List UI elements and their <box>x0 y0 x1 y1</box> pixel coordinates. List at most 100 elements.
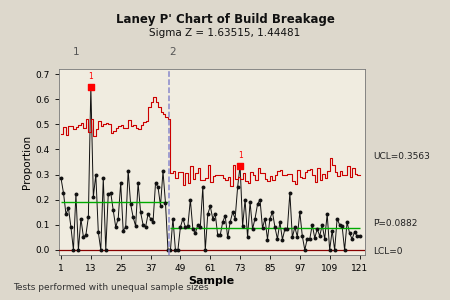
Point <box>182 225 189 230</box>
Point <box>115 216 122 221</box>
Point <box>159 169 166 174</box>
Point <box>309 222 316 227</box>
Point <box>197 225 204 230</box>
Point <box>299 234 306 239</box>
Point <box>281 226 288 231</box>
Point <box>351 230 358 234</box>
Point <box>234 185 241 190</box>
Point <box>112 225 119 230</box>
Point <box>237 164 244 168</box>
Point <box>202 248 209 252</box>
Point <box>92 172 99 177</box>
Point <box>162 200 169 205</box>
Point <box>135 181 142 185</box>
Point <box>274 237 281 242</box>
Text: LCL=0: LCL=0 <box>374 247 403 256</box>
Point <box>80 234 87 239</box>
Text: UCL=0.3563: UCL=0.3563 <box>374 152 430 161</box>
Point <box>316 234 323 239</box>
Point <box>326 248 333 252</box>
Point <box>144 212 152 217</box>
Point <box>90 195 97 200</box>
Point <box>254 202 261 207</box>
Point <box>110 208 117 213</box>
Point <box>331 248 338 252</box>
Point <box>276 220 284 224</box>
Point <box>130 215 137 220</box>
Point <box>157 203 164 208</box>
Point <box>247 200 254 205</box>
Point <box>244 235 251 240</box>
Point <box>172 248 179 252</box>
Point <box>87 84 94 89</box>
Text: Sigma Z = 1.63515, 1.44481: Sigma Z = 1.63515, 1.44481 <box>149 28 301 38</box>
Point <box>249 226 256 231</box>
Point <box>261 216 269 221</box>
Point <box>97 248 104 252</box>
Point <box>142 225 149 230</box>
Point <box>60 190 67 195</box>
Point <box>149 220 157 224</box>
Point <box>184 224 191 228</box>
X-axis label: Sample: Sample <box>189 276 234 286</box>
Point <box>296 210 303 215</box>
Point <box>77 216 85 221</box>
Point <box>137 210 144 215</box>
Point <box>65 206 72 211</box>
Point <box>237 164 244 168</box>
Point <box>85 215 92 220</box>
Point <box>132 224 139 228</box>
Point <box>306 237 313 242</box>
Point <box>321 237 328 242</box>
Point <box>242 197 249 202</box>
Point <box>87 84 94 89</box>
Point <box>304 236 311 241</box>
Point <box>122 225 129 230</box>
Point <box>199 185 207 190</box>
Point <box>105 192 112 197</box>
Point <box>82 233 90 238</box>
Point <box>294 234 301 239</box>
Point <box>212 212 219 217</box>
Point <box>192 231 199 236</box>
Point <box>179 216 186 221</box>
Point <box>239 224 246 228</box>
Point <box>256 197 264 202</box>
Point <box>94 230 102 234</box>
Text: 1: 1 <box>238 151 243 160</box>
Point <box>63 212 70 217</box>
Text: Tests performed with unequal sample sizes: Tests performed with unequal sample size… <box>14 284 209 292</box>
Point <box>314 226 321 231</box>
Point <box>291 225 298 230</box>
Point <box>219 220 226 224</box>
Point <box>152 181 159 185</box>
Point <box>187 197 194 202</box>
Point <box>279 237 286 242</box>
Point <box>174 248 181 252</box>
Point <box>127 202 134 207</box>
Point <box>120 228 127 233</box>
Point <box>264 237 271 242</box>
Point <box>117 181 124 185</box>
Point <box>102 248 109 252</box>
Point <box>167 248 174 252</box>
Point <box>343 220 351 224</box>
Point <box>284 226 291 231</box>
Text: 1: 1 <box>72 47 79 57</box>
Point <box>271 225 279 230</box>
Point <box>70 248 77 252</box>
Point <box>221 213 229 218</box>
Point <box>58 176 65 181</box>
Point <box>356 234 363 239</box>
Point <box>100 176 107 181</box>
Point <box>232 216 239 221</box>
Point <box>324 212 331 217</box>
Point <box>204 212 212 217</box>
Point <box>333 216 341 221</box>
Point <box>353 234 360 239</box>
Text: 2: 2 <box>170 47 176 57</box>
Point <box>177 225 184 230</box>
Point <box>209 216 216 221</box>
Point <box>216 233 224 238</box>
Point <box>224 235 231 240</box>
